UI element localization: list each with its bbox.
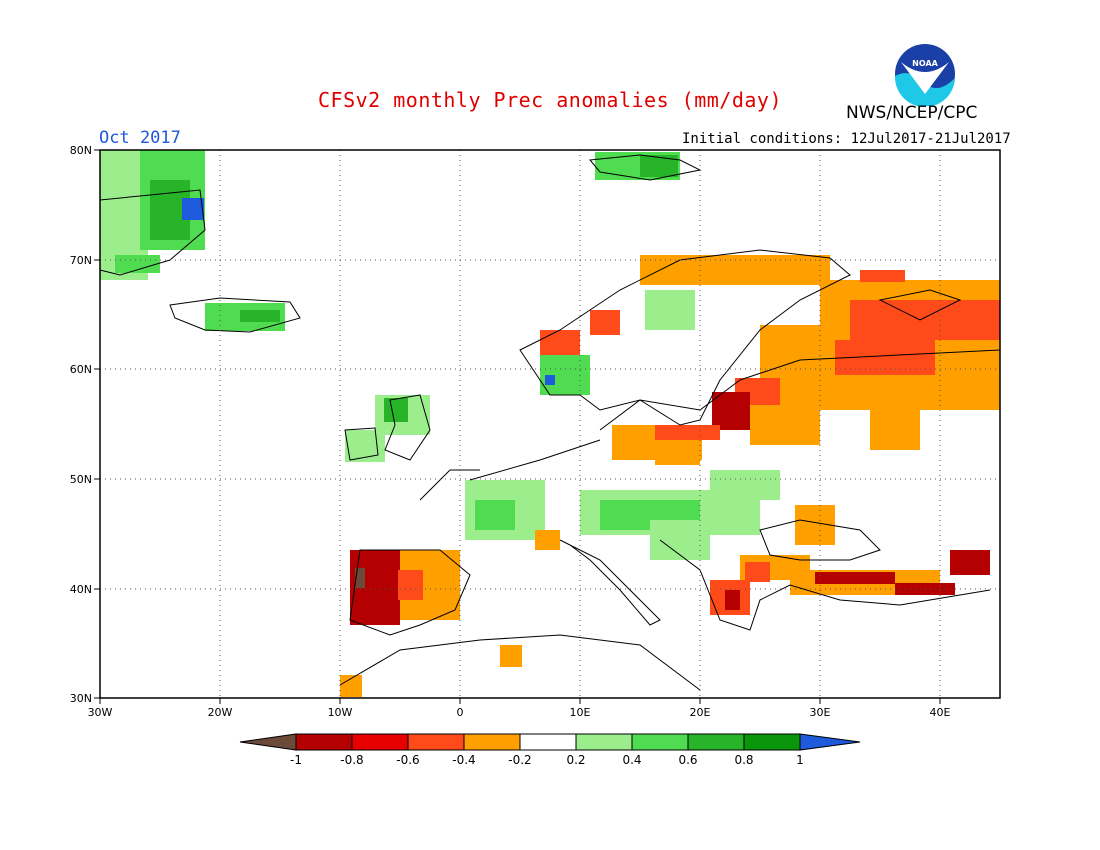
anomaly-cell — [535, 530, 560, 550]
lon-label: 40E — [930, 706, 951, 719]
legend-swatch — [239, 733, 297, 751]
anomaly-cell — [950, 550, 990, 575]
legend-tick-label: 0.4 — [622, 753, 641, 767]
lat-label: 60N — [70, 363, 92, 376]
anomaly-cell — [725, 590, 740, 610]
north-sea-coast — [469, 439, 601, 481]
legend-tick-label: 0.8 — [734, 753, 753, 767]
anomaly-cell — [590, 310, 620, 335]
noaa-logo-text: NOAA — [912, 59, 938, 68]
lon-label: 10E — [570, 706, 591, 719]
britain-coast — [384, 394, 431, 461]
north-africa-coast — [339, 634, 701, 691]
map-title: CFSv2 monthly Prec anomalies (mm/day) — [317, 88, 783, 112]
anomaly-cell — [745, 562, 770, 582]
legend-tick-label: -1 — [290, 753, 302, 767]
legend-swatch — [295, 733, 353, 751]
channel-coast — [419, 469, 480, 501]
iberia-coast — [349, 549, 471, 636]
black-sea-coast — [759, 519, 881, 561]
legend-swatch — [519, 733, 577, 751]
map-frame — [99, 149, 1001, 699]
lon-label: 0 — [457, 706, 464, 719]
baltic-coast — [599, 349, 1001, 431]
legend-tick-label: -0.4 — [452, 753, 475, 767]
anomaly-cell — [475, 500, 515, 530]
anomaly-cells — [100, 150, 1000, 697]
anomaly-cell — [182, 198, 204, 220]
lon-label: 10W — [328, 706, 353, 719]
lat-label: 40N — [70, 583, 92, 596]
anomaly-cell — [540, 330, 580, 355]
ireland-coast — [344, 427, 379, 461]
legend-swatch — [351, 733, 409, 751]
coastlines — [99, 154, 1001, 691]
legend-tick-label: -0.6 — [396, 753, 419, 767]
legend-swatch — [463, 733, 521, 751]
italy-coast — [559, 539, 661, 626]
anomaly-cell — [240, 310, 280, 322]
anomaly-cell — [780, 375, 1000, 410]
anomaly-cell — [355, 568, 365, 588]
anomaly-cell — [655, 425, 720, 440]
scandinavia-coast — [519, 249, 851, 426]
anomaly-cell — [870, 405, 920, 450]
anomaly-cell — [710, 470, 780, 500]
initial-conditions: Initial conditions: 12Jul2017-21Jul2017 — [682, 131, 1011, 147]
greenland-coast — [99, 189, 206, 276]
lon-label: 20E — [690, 706, 711, 719]
anomaly-cell — [640, 155, 678, 177]
anomaly-cell — [545, 375, 555, 385]
legend-tick-label: -0.2 — [508, 753, 531, 767]
legend-swatch — [743, 733, 801, 751]
lat-label: 80N — [70, 144, 92, 157]
lat-label: 70N — [70, 254, 92, 267]
anomaly-cell — [398, 570, 423, 600]
iceland-coast — [169, 297, 301, 333]
anomaly-cell — [815, 572, 895, 584]
anomaly-cell — [860, 270, 905, 282]
legend-tick-label: -0.8 — [340, 753, 363, 767]
legend-swatch — [687, 733, 745, 751]
anomaly-cell — [115, 255, 160, 273]
agency-label: NWS/NCEP/CPC — [846, 103, 978, 123]
map-gridlines — [100, 150, 1000, 698]
anomaly-cell — [650, 520, 710, 560]
anomaly-cell — [850, 300, 1000, 340]
balkans-turkey-coast — [659, 539, 991, 631]
anomaly-cell — [384, 398, 408, 422]
anomaly-cell — [712, 392, 750, 430]
lon-label: 30E — [810, 706, 831, 719]
legend-tick-label: 1 — [796, 753, 804, 767]
white-sea-coast — [878, 289, 962, 321]
noaa-logo: NOAA — [894, 44, 955, 106]
lon-label: 30W — [88, 706, 113, 719]
legend-swatch — [799, 733, 861, 751]
anomaly-cell — [655, 440, 700, 465]
legend-tick-label: 0.2 — [566, 753, 585, 767]
legend-swatch — [631, 733, 689, 751]
lon-label: 20W — [208, 706, 233, 719]
legend-colorbar — [239, 733, 861, 751]
legend-tick-label: 0.6 — [678, 753, 697, 767]
anomaly-cell — [750, 405, 820, 445]
lat-label: 50N — [70, 473, 92, 486]
lat-label: 30N — [70, 692, 92, 705]
axis-ticks — [94, 149, 941, 704]
forecast-month: Oct 2017 — [99, 128, 181, 148]
anomaly-cell — [500, 645, 522, 667]
anomaly-cell — [345, 430, 385, 462]
anomaly-cell — [645, 290, 695, 330]
anomaly-cell — [340, 675, 362, 697]
legend-swatch — [407, 733, 465, 751]
legend-swatch — [575, 733, 633, 751]
